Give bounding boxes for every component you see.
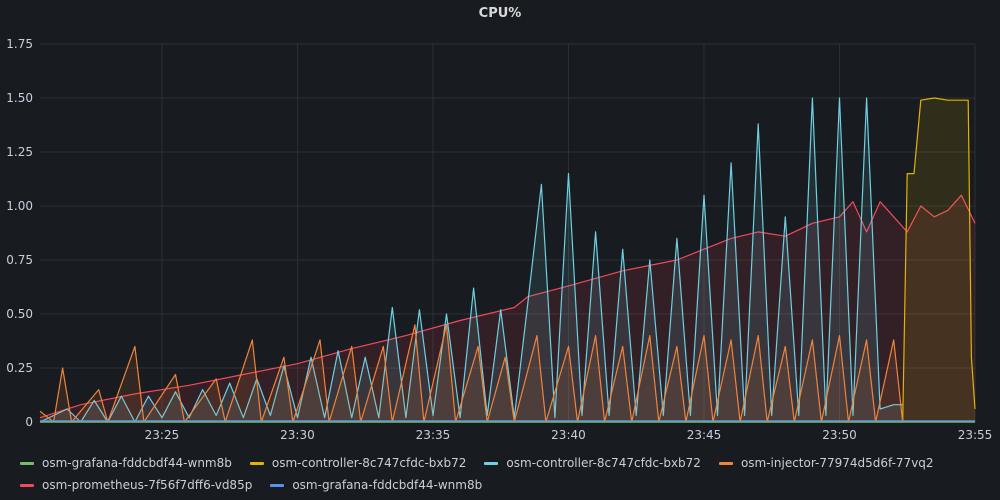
x-tick-label: 23:30 xyxy=(280,428,315,442)
legend-swatch xyxy=(20,461,34,465)
y-tick-label: 1.00 xyxy=(6,199,33,213)
y-tick-label: 1.75 xyxy=(6,37,33,51)
series-area xyxy=(40,324,975,422)
y-tick-label: 0.50 xyxy=(6,307,33,321)
y-axis: 0 0.25 0.50 0.75 1.00 1.25 1.50 1.75 xyxy=(6,37,33,429)
y-tick-label: 0 xyxy=(25,415,33,429)
x-tick-label: 23:25 xyxy=(145,428,180,442)
x-tick-label: 23:45 xyxy=(687,428,722,442)
x-tick-label: 23:35 xyxy=(416,428,451,442)
x-tick-label: 23:50 xyxy=(822,428,857,442)
legend-item[interactable]: osm-prometheus-7f56f7dff6-vd85p xyxy=(20,478,252,492)
y-tick-label: 1.50 xyxy=(6,91,33,105)
legend-swatch xyxy=(270,483,285,487)
series-line[interactable] xyxy=(40,97,976,423)
legend-label: osm-injector-77974d5d6f-77vq2 xyxy=(740,456,934,470)
legend-label: osm-prometheus-7f56f7dff6-vd85p xyxy=(42,478,253,492)
legend-item[interactable]: osm-controller-8c747cfdc-bxb72 xyxy=(249,456,467,470)
series-layer xyxy=(39,97,976,423)
y-tick-label: 0.25 xyxy=(6,361,33,375)
legend-item[interactable]: osm-grafana-fddcbdf44-wnm8b xyxy=(20,456,232,470)
legend-item[interactable]: osm-controller-8c747cfdc-bxb72 xyxy=(484,456,701,470)
legend-swatch xyxy=(249,461,264,465)
cpu-line-chart: 0 0.25 0.50 0.75 1.00 1.25 1.50 1.75 23:25 23:30… xyxy=(6,37,993,442)
legend-swatch xyxy=(718,461,733,465)
legend-label: osm-controller-8c747cfdc-bxb72 xyxy=(506,456,701,470)
panel-title: CPU% xyxy=(478,6,522,21)
legend: osm-grafana-fddcbdf44-wnm8b osm-controlle… xyxy=(20,452,980,496)
legend-item[interactable]: osm-grafana-fddcbdf44-wnm8b xyxy=(270,478,482,492)
legend-row: osm-prometheus-7f56f7dff6-vd85p osm-grafa… xyxy=(20,474,980,496)
legend-label: osm-controller-8c747cfdc-bxb72 xyxy=(271,456,467,470)
legend-swatch xyxy=(484,461,499,465)
series-area xyxy=(40,98,903,422)
series-line[interactable] xyxy=(39,194,976,419)
series-area xyxy=(40,195,975,422)
x-axis: 23:25 23:30 23:35 23:40 23:45 23:50 23:55 xyxy=(145,428,993,442)
legend-label: osm-grafana-fddcbdf44-wnm8b xyxy=(42,456,232,470)
y-tick-label: 1.25 xyxy=(6,145,33,159)
y-tick-label: 0.75 xyxy=(6,253,33,267)
series-line[interactable] xyxy=(39,97,903,423)
legend-row: osm-grafana-fddcbdf44-wnm8b osm-controlle… xyxy=(20,452,980,474)
x-tick-label: 23:55 xyxy=(958,428,993,442)
legend-label: osm-grafana-fddcbdf44-wnm8b xyxy=(292,478,483,492)
legend-item[interactable]: osm-injector-77974d5d6f-77vq2 xyxy=(718,456,934,470)
legend-swatch xyxy=(20,483,34,487)
x-tick-label: 23:40 xyxy=(551,428,586,442)
